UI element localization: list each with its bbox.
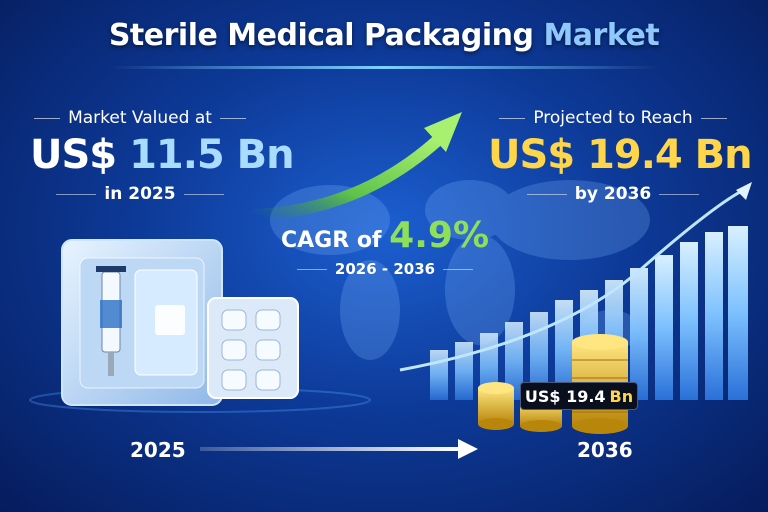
stat-year: in 2025 <box>30 184 250 204</box>
cagr-block: CAGR of 4.9% 2026 - 2036 <box>270 215 500 278</box>
trend-arrow-head <box>736 182 752 200</box>
bar <box>728 226 748 400</box>
page-title: Sterile Medical Packaging Market <box>0 18 768 53</box>
stat-value: US$ 11.5 Bn <box>30 132 295 178</box>
blister-pack-icon <box>207 297 299 399</box>
stat-caption: Market Valued at <box>30 108 250 128</box>
stat-amount: 19.4 Bn <box>587 132 753 178</box>
cagr-line: CAGR of 4.9% <box>270 215 500 256</box>
bar <box>430 350 448 400</box>
cagr-prefix: CAGR of <box>280 228 382 253</box>
sterile-tray-icon <box>61 239 223 406</box>
bar <box>680 242 698 400</box>
trend-line <box>399 186 749 372</box>
stat-currency: US$ <box>30 132 117 178</box>
title-underline <box>110 66 658 69</box>
bar <box>705 232 723 400</box>
stat-year: by 2036 <box>488 184 738 204</box>
title-accent: Market <box>543 18 660 53</box>
badge-unit: Bn <box>609 386 634 406</box>
bar <box>455 342 473 400</box>
title-block: Sterile Medical Packaging Market <box>0 18 768 53</box>
stat-caption: Projected to Reach <box>488 108 738 128</box>
growth-arrow-icon <box>249 112 462 221</box>
timeline-end-year: 2036 <box>577 438 633 462</box>
stat-value: US$ 19.4 Bn <box>488 132 753 178</box>
value-badge: US$ 19.4 Bn <box>520 382 638 410</box>
badge-value: US$ 19.4 <box>524 386 606 406</box>
cagr-value: 4.9% <box>389 215 490 256</box>
bar <box>630 268 648 400</box>
timeline-start-year: 2025 <box>130 438 186 462</box>
stat-currency: US$ <box>488 132 575 178</box>
market-value-2025: Market Valued at US$ 11.5 Bn in 2025 <box>30 108 295 204</box>
bar <box>655 255 673 400</box>
bar <box>530 312 548 400</box>
title-main: Sterile Medical Packaging <box>108 18 534 53</box>
stat-amount: 11.5 Bn <box>129 132 295 178</box>
syringe-icon <box>96 266 126 376</box>
market-value-2036: Projected to Reach US$ 19.4 Bn by 2036 <box>488 108 753 204</box>
bar <box>555 300 573 400</box>
cagr-period: 2026 - 2036 <box>270 260 500 278</box>
